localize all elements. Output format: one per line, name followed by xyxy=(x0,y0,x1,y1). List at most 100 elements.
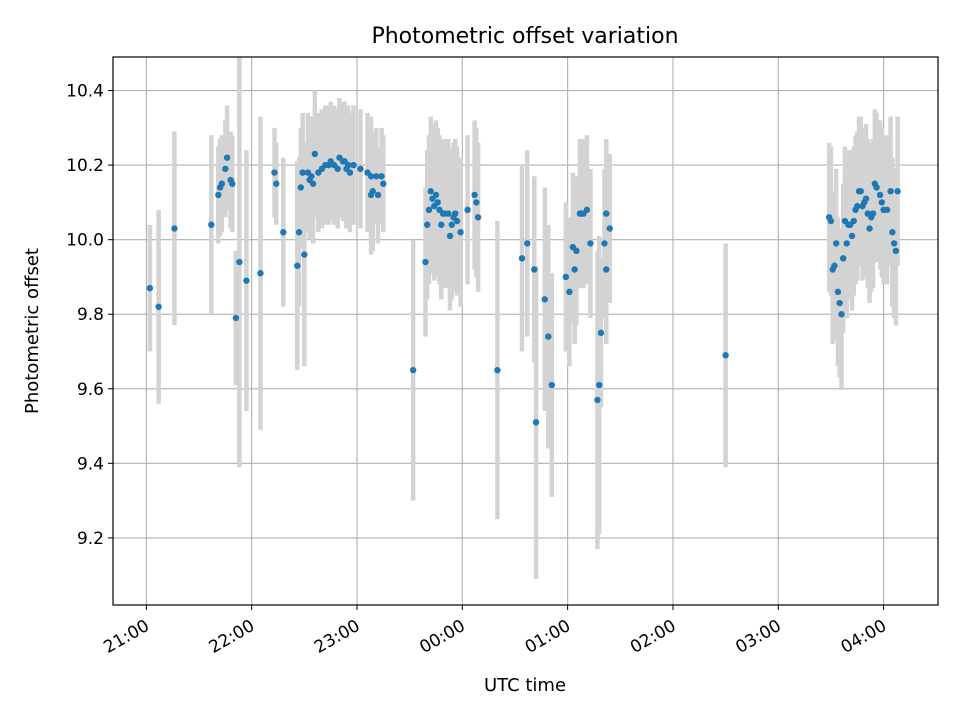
data-point xyxy=(889,229,896,236)
data-point xyxy=(854,202,861,210)
data-point xyxy=(215,191,222,199)
data-point xyxy=(869,210,877,217)
data-point xyxy=(446,232,454,240)
data-point xyxy=(473,199,480,206)
data-point xyxy=(243,277,250,284)
data-point xyxy=(887,188,894,195)
data-point xyxy=(834,288,842,296)
data-point xyxy=(862,195,870,202)
chart-title: Photometric offset variation xyxy=(371,24,678,49)
data-point xyxy=(257,270,264,277)
data-point xyxy=(346,169,354,176)
data-point xyxy=(494,366,501,374)
data-point xyxy=(218,180,226,187)
y-axis-label: Photometric offset xyxy=(22,248,43,414)
x-axis-ticks: 21:00 22:00 23:00 00:00 01:00 02:00 03:00 04:00 xyxy=(100,605,890,658)
data-point xyxy=(453,217,461,225)
data-point xyxy=(464,206,471,214)
data-point xyxy=(892,247,900,255)
data-point xyxy=(573,247,580,255)
x-tick-label: 22:00 xyxy=(206,616,258,658)
data-point xyxy=(311,150,319,158)
data-point xyxy=(448,221,455,228)
x-tick-label: 04:00 xyxy=(838,616,890,658)
data-point xyxy=(295,229,303,236)
data-point xyxy=(603,266,610,273)
data-point xyxy=(832,240,840,247)
data-point xyxy=(878,199,886,206)
data-point xyxy=(606,225,613,232)
y-tick-label: 10.0 xyxy=(66,231,104,251)
y-tick-label: 9.4 xyxy=(77,454,104,474)
data-point xyxy=(422,258,429,266)
data-point xyxy=(532,419,540,426)
data-point xyxy=(836,299,843,307)
data-point xyxy=(894,188,901,195)
data-point xyxy=(566,288,573,296)
data-point xyxy=(873,184,880,191)
data-point xyxy=(309,180,317,187)
data-point xyxy=(369,188,376,195)
data-point xyxy=(722,352,729,359)
data-point xyxy=(474,214,482,221)
data-point xyxy=(850,217,857,225)
data-point xyxy=(596,381,603,389)
data-point xyxy=(208,221,215,228)
y-tick-label: 9.2 xyxy=(77,529,104,549)
x-tick-label: 23:00 xyxy=(311,616,363,658)
data-point xyxy=(827,217,835,225)
data-point xyxy=(222,165,229,173)
data-point xyxy=(223,154,231,161)
data-point xyxy=(432,191,440,199)
data-point xyxy=(425,206,433,214)
data-point xyxy=(471,191,478,199)
data-point xyxy=(883,206,891,214)
data-point xyxy=(571,266,578,273)
data-point xyxy=(155,303,162,310)
data-point xyxy=(597,329,605,337)
data-point xyxy=(350,161,357,169)
data-point xyxy=(424,221,431,228)
data-point xyxy=(843,240,850,247)
data-point xyxy=(301,251,308,258)
data-point xyxy=(236,258,243,266)
y-tick-label: 9.8 xyxy=(77,305,104,325)
data-point xyxy=(409,366,417,374)
y-axis-ticks: 9.2 9.4 9.6 9.8 10.0 10.2 10.4 xyxy=(66,82,113,549)
data-point xyxy=(518,255,526,262)
data-point xyxy=(594,396,601,404)
data-point xyxy=(890,240,898,247)
data-point xyxy=(866,225,873,232)
data-point xyxy=(524,240,531,247)
data-point xyxy=(280,229,287,236)
data-point xyxy=(445,210,452,217)
data-point xyxy=(876,191,884,199)
data-point xyxy=(171,225,178,232)
data-point xyxy=(427,188,434,195)
data-point xyxy=(232,314,240,322)
data-point xyxy=(848,232,856,240)
data-point xyxy=(601,240,608,247)
data-point xyxy=(603,210,610,217)
data-point xyxy=(271,169,278,176)
data-point xyxy=(299,169,306,176)
x-tick-label: 01:00 xyxy=(522,616,574,658)
plot-frame xyxy=(112,56,939,606)
y-tick-label: 9.6 xyxy=(77,380,104,400)
x-tick-label: 00:00 xyxy=(416,616,468,658)
x-tick-label: 21:00 xyxy=(100,616,152,658)
data-point xyxy=(229,180,236,187)
data-point xyxy=(373,173,380,180)
y-tick-label: 10.4 xyxy=(66,82,104,102)
data-point xyxy=(857,188,864,195)
data-point xyxy=(308,173,315,180)
data-point xyxy=(840,255,847,262)
data-point xyxy=(531,266,538,273)
data-point xyxy=(831,262,838,269)
data-point xyxy=(334,165,341,173)
data-point xyxy=(146,284,154,292)
error-bars xyxy=(147,57,900,579)
data-point xyxy=(374,191,382,199)
data-point xyxy=(345,161,352,169)
